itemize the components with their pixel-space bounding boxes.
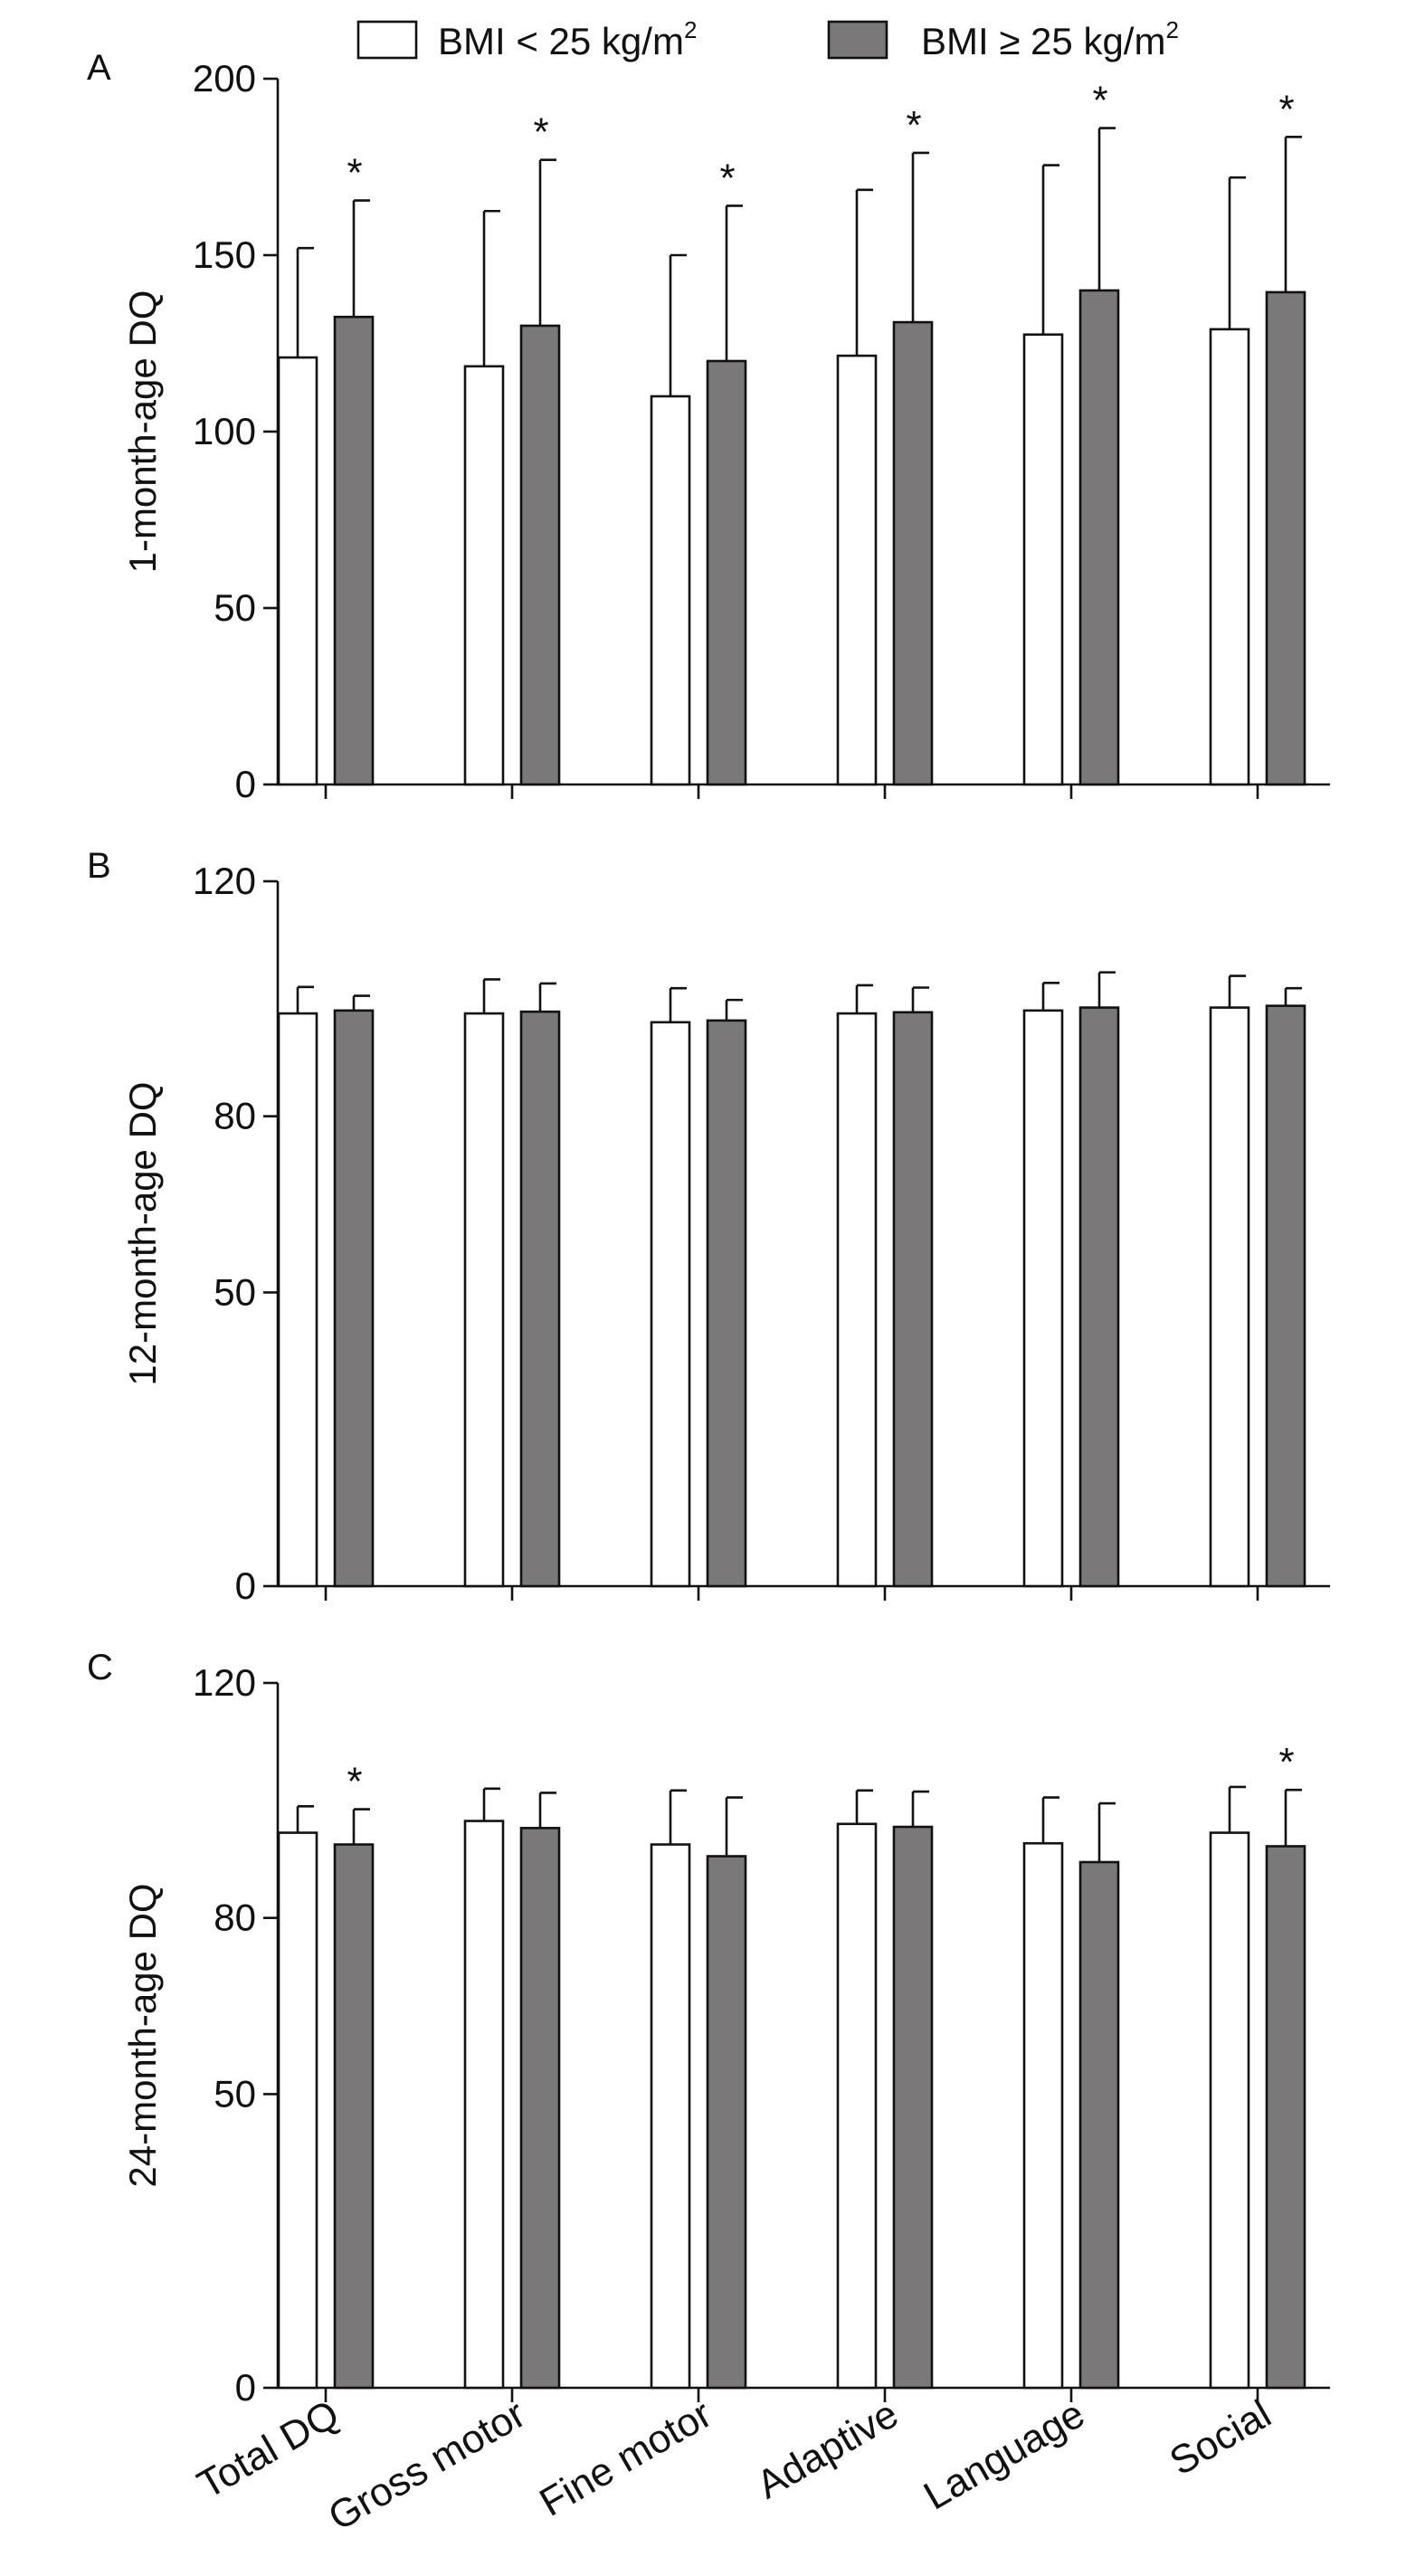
legend-label-bmi-over-25: BMI ≥ 25 kg/m2 [921, 16, 1179, 62]
bar [1209, 1831, 1250, 2390]
bar [463, 1012, 505, 1588]
legend-label-bmi-under-25: BMI < 25 kg/m2 [438, 16, 697, 62]
bar [892, 1011, 934, 1588]
y-tick-label: 0 [235, 763, 256, 805]
significance-star: * [347, 1760, 362, 1804]
y-axis-label: 24-month-age DQ [121, 1883, 164, 2187]
bar [277, 356, 318, 786]
category-label: Fine motor [532, 2391, 719, 2525]
y-tick-label: 200 [193, 57, 256, 100]
bar [277, 1012, 318, 1588]
legend-swatch-bmi-under-25 [356, 20, 418, 60]
bar [463, 365, 505, 786]
bar [519, 324, 561, 786]
bar [1022, 1841, 1064, 2390]
bar [1265, 1845, 1306, 2390]
bar [1022, 333, 1064, 786]
bar [1078, 1860, 1120, 2390]
bar [1265, 1004, 1306, 1588]
bar [333, 1843, 375, 2390]
y-tick-label: 50 [214, 1270, 256, 1313]
series-bmi-over-25: * * [333, 1740, 1306, 2390]
bar [519, 1827, 561, 2390]
bar [463, 1820, 505, 2390]
series-bmi-over-25 [333, 971, 1306, 1588]
significance-star: * [533, 110, 548, 155]
significance-star: * [1278, 1740, 1294, 1784]
bar [892, 320, 934, 786]
bar [650, 394, 691, 786]
y-tick-label: 120 [193, 860, 256, 902]
y-axis-label: 1-month-age DQ [121, 290, 164, 574]
bar [650, 1021, 691, 1588]
category-label: Language [917, 2391, 1092, 2518]
significance-star: * [347, 151, 362, 195]
y-tick-label: 100 [193, 410, 256, 452]
series-bmi-under-25 [277, 1785, 1250, 2390]
panel-letter: A [87, 48, 111, 88]
category-label: Gross motor [321, 2391, 533, 2539]
bar [1209, 1006, 1250, 1588]
legend-swatch-bmi-over-25 [827, 20, 888, 60]
y-tick-label: 0 [235, 2366, 256, 2409]
bar [1209, 328, 1250, 786]
bar [650, 1843, 691, 2390]
panel-letter: C [87, 1648, 113, 1687]
category-label: Social [1163, 2391, 1278, 2484]
series-bmi-under-25 [277, 164, 1250, 786]
bar [277, 1831, 318, 2390]
y-tick-label: 150 [193, 233, 256, 276]
bar [836, 1012, 878, 1588]
bar [706, 1019, 747, 1588]
bar [706, 359, 747, 786]
bar [333, 315, 375, 786]
legend: BMI < 25 kg/m2 BMI ≥ 25 kg/m2 [356, 16, 1179, 62]
significance-star: * [1278, 87, 1294, 131]
series-bmi-under-25 [277, 974, 1250, 1588]
bar [706, 1855, 747, 2390]
panel-letter: B [87, 846, 111, 886]
bar [1078, 1006, 1120, 1588]
category-label: Adaptive [749, 2391, 906, 2507]
y-axis-label: 12-month-age DQ [121, 1081, 164, 1385]
bar [892, 1825, 934, 2390]
bar [1078, 289, 1120, 786]
bar [836, 354, 878, 786]
y-tick-label: 80 [214, 1896, 256, 1939]
significance-star: * [906, 103, 921, 147]
y-tick-label: 50 [214, 2072, 256, 2115]
significance-star: * [1092, 79, 1107, 123]
bar [836, 1822, 878, 2390]
bar [333, 1009, 375, 1588]
y-tick-label: 80 [214, 1095, 256, 1137]
category-label: Total DQ [190, 2391, 347, 2507]
significance-star: * [719, 156, 735, 200]
bar [1265, 290, 1306, 786]
panel-a: A 0 50 100 150 200 1-month-age DQ * * * * * * [87, 48, 1330, 805]
panel-b: B 0 50 80 120 12-month-age DQ [87, 846, 1330, 1607]
series-bmi-over-25: * * * * * * [333, 79, 1306, 786]
bar [519, 1010, 561, 1588]
y-tick-label: 120 [193, 1661, 256, 1704]
bar [1022, 1009, 1064, 1588]
y-tick-label: 0 [235, 1564, 256, 1607]
y-tick-label: 50 [214, 586, 256, 629]
